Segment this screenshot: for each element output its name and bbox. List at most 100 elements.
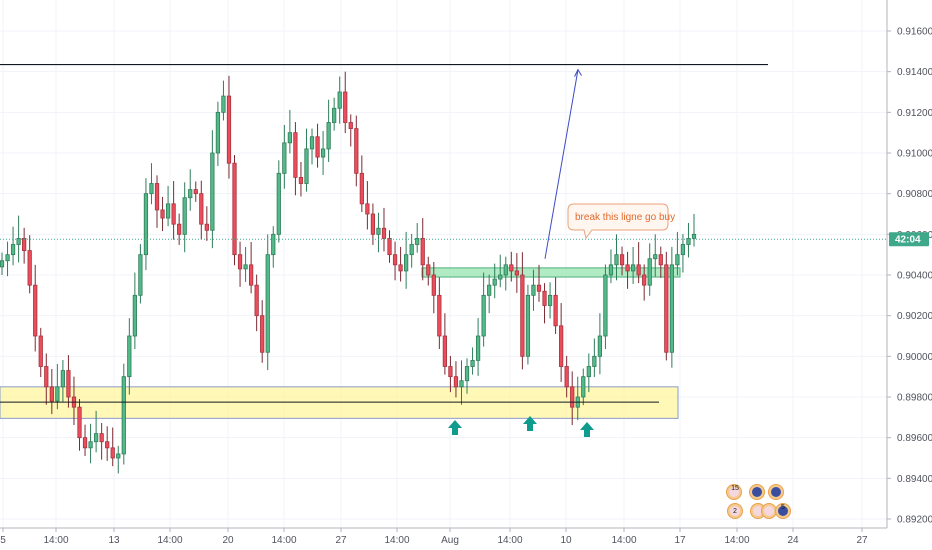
candle[interactable]: [481, 272, 486, 347]
candle[interactable]: [160, 196, 165, 232]
y-tick-label[interactable]: 0.91400: [897, 67, 932, 78]
overlays[interactable]: break this ligne go buy: [0, 63, 887, 437]
candle[interactable]: [614, 234, 619, 281]
candle[interactable]: [536, 264, 542, 302]
candle[interactable]: [60, 359, 66, 403]
candle[interactable]: [542, 283, 547, 324]
y-tick-label[interactable]: 0.91000: [897, 149, 932, 160]
resistance-zone[interactable]: [421, 267, 681, 278]
candle[interactable]: [276, 160, 281, 243]
candle[interactable]: [0, 252, 5, 275]
candle[interactable]: [525, 284, 531, 365]
candle[interactable]: [199, 180, 204, 240]
candle[interactable]: [165, 185, 171, 227]
x-axis[interactable]: 5 14:00 13 14:00 20 14:00 27 14:00 Aug 14:00 10 14:…: [0, 527, 887, 546]
x-tick-label[interactable]: 14:00: [43, 535, 68, 546]
y-tick-label[interactable]: 0.89200: [897, 515, 932, 526]
candle[interactable]: [354, 115, 359, 187]
candle[interactable]: [132, 272, 137, 350]
candle[interactable]: [287, 109, 292, 154]
candle[interactable]: [254, 274, 259, 332]
candle[interactable]: [581, 368, 586, 406]
candle[interactable]: [99, 423, 104, 460]
x-tick-label[interactable]: 5: [0, 535, 6, 546]
candle[interactable]: [271, 226, 276, 268]
candle[interactable]: [431, 261, 436, 314]
y-tick-label[interactable]: 0.91200: [897, 108, 932, 119]
candle[interactable]: [171, 181, 176, 240]
candle[interactable]: [33, 264, 38, 352]
x-tick-label[interactable]: 20: [222, 535, 234, 546]
x-tick-label[interactable]: 10: [560, 535, 572, 546]
candle[interactable]: [415, 222, 420, 253]
candle[interactable]: [514, 253, 519, 293]
candle[interactable]: [110, 427, 115, 467]
candle[interactable]: [82, 424, 88, 456]
candle[interactable]: [426, 256, 431, 286]
x-tick-label[interactable]: 17: [674, 535, 686, 546]
candle[interactable]: [188, 169, 193, 211]
candle[interactable]: [265, 234, 270, 371]
y-tick-label[interactable]: 0.91600: [897, 27, 932, 38]
candle[interactable]: [597, 313, 603, 375]
y-tick-label[interactable]: 0.90200: [897, 311, 932, 322]
candle[interactable]: [204, 206, 209, 241]
y-tick-label[interactable]: 0.90000: [897, 352, 932, 363]
x-tick-label[interactable]: 14:00: [724, 535, 749, 546]
candle[interactable]: [642, 264, 647, 301]
current-price-tag[interactable]: 42:04: [889, 232, 929, 247]
candle[interactable]: [309, 128, 315, 165]
support-zone[interactable]: [0, 386, 679, 419]
candle[interactable]: [559, 303, 564, 382]
candle[interactable]: [282, 124, 287, 189]
currency-flag-icon[interactable]: [761, 503, 777, 519]
candle[interactable]: [630, 246, 636, 284]
candle[interactable]: [249, 242, 254, 294]
candle[interactable]: [88, 423, 93, 464]
annotation-callout[interactable]: break this ligne go buy: [567, 203, 675, 240]
candle[interactable]: [154, 175, 160, 228]
x-tick-label[interactable]: 14:00: [271, 535, 296, 546]
currency-flag-icon[interactable]: [768, 484, 784, 500]
candle[interactable]: [343, 71, 348, 134]
x-tick-label[interactable]: 14:00: [611, 535, 636, 546]
y-axis[interactable]: 0.916000.914000.912000.910000.908000.906…: [886, 0, 932, 528]
candle[interactable]: [127, 318, 132, 395]
candle[interactable]: [470, 347, 475, 375]
candle[interactable]: [226, 75, 232, 179]
candle[interactable]: [320, 131, 326, 175]
candle[interactable]: [592, 338, 597, 378]
candle[interactable]: [5, 241, 10, 277]
candle[interactable]: [448, 355, 453, 393]
candle[interactable]: [10, 226, 16, 266]
candle[interactable]: [44, 353, 49, 405]
candle[interactable]: [404, 231, 409, 289]
candle[interactable]: [215, 101, 221, 167]
candle[interactable]: [675, 231, 680, 276]
candle[interactable]: [420, 218, 425, 281]
buy-arrow-up-icon[interactable]: [580, 422, 594, 437]
candle[interactable]: [370, 203, 376, 245]
event-flag-icon[interactable]: [727, 503, 743, 519]
candle[interactable]: [337, 76, 342, 124]
x-tick-label[interactable]: 27: [335, 535, 347, 546]
target-arrow[interactable]: [544, 68, 582, 259]
candle[interactable]: [376, 212, 381, 253]
candle[interactable]: [520, 252, 525, 370]
candle[interactable]: [392, 241, 398, 281]
candle[interactable]: [487, 274, 492, 314]
currency-flag-icon[interactable]: [775, 503, 791, 519]
candle[interactable]: [332, 97, 337, 131]
candle[interactable]: [138, 244, 143, 304]
event-flag-icon[interactable]: [726, 484, 742, 500]
candle[interactable]: [77, 399, 82, 451]
candle[interactable]: [298, 161, 304, 197]
candle[interactable]: [636, 242, 641, 284]
candle[interactable]: [398, 246, 403, 282]
candle[interactable]: [365, 181, 370, 230]
y-tick-label[interactable]: 0.89400: [897, 474, 932, 485]
candle[interactable]: [232, 155, 237, 266]
candle[interactable]: [608, 249, 614, 284]
x-tick-label[interactable]: Aug: [441, 535, 459, 546]
